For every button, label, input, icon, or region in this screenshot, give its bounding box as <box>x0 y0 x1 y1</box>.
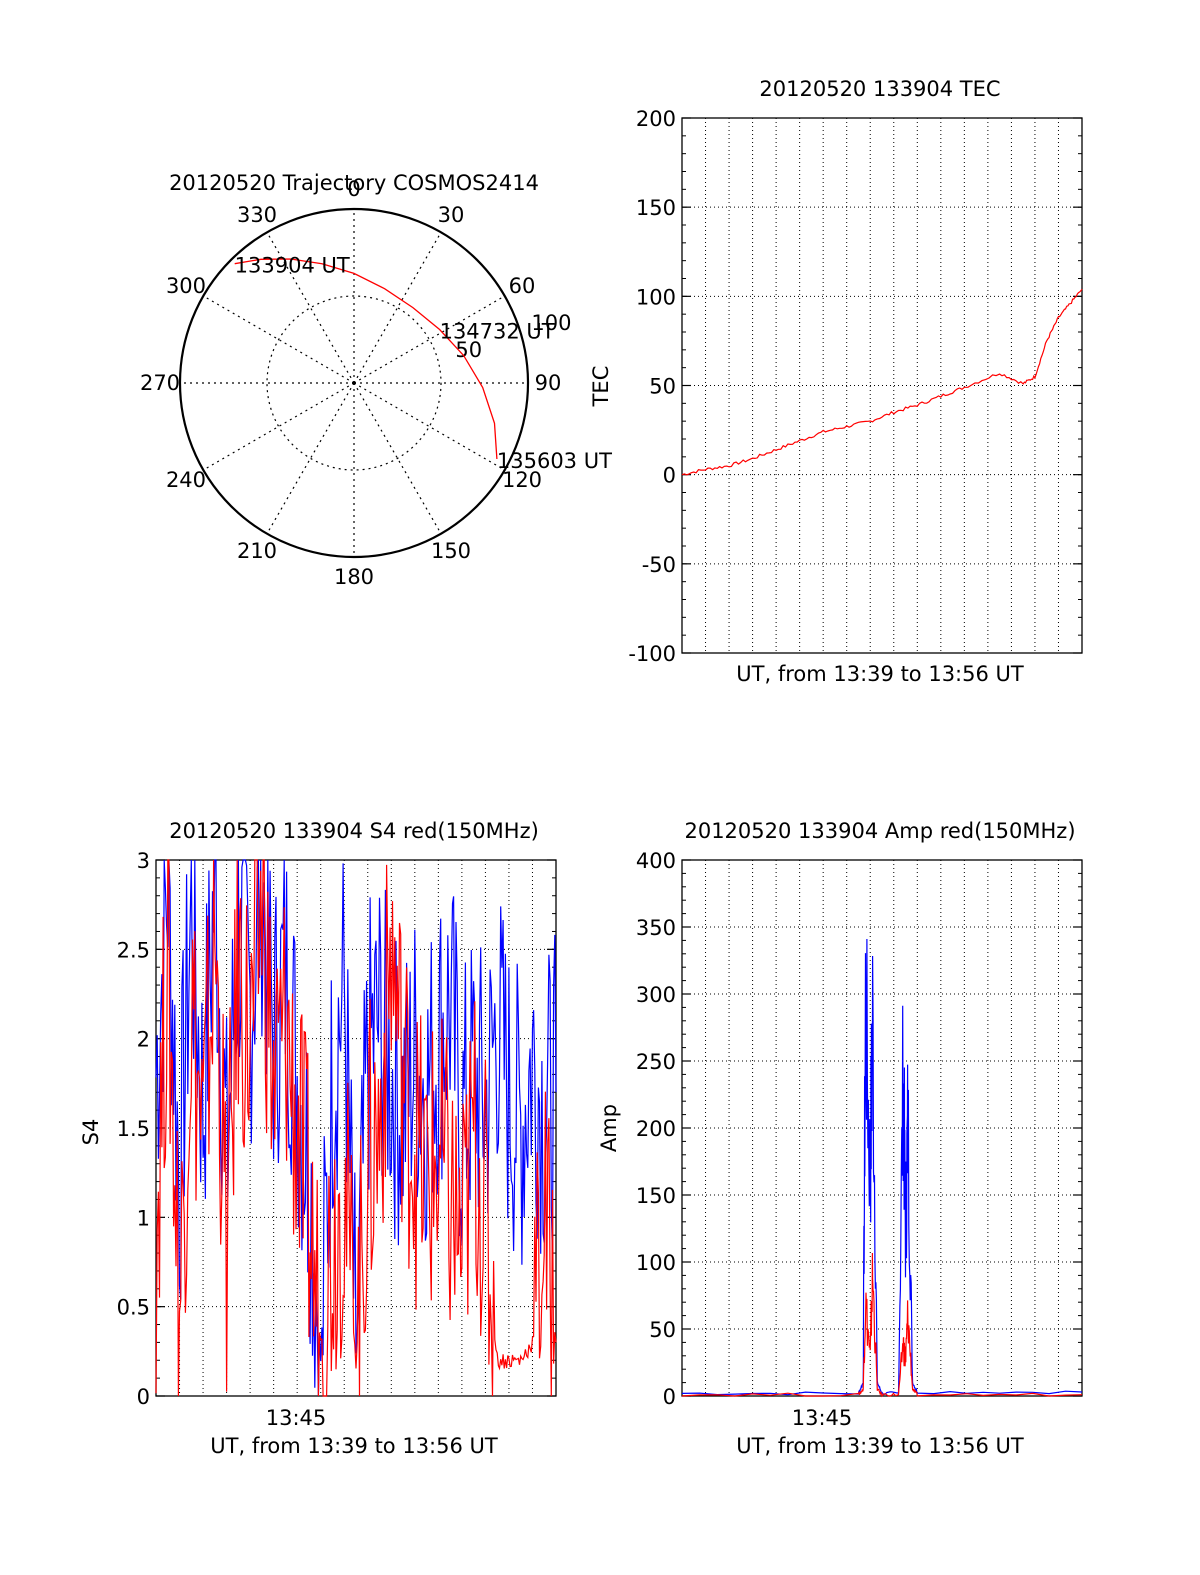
y-tick-label: 100 <box>636 1251 676 1275</box>
polar-trajectory <box>234 258 498 460</box>
polar-azimuth-label: 90 <box>535 371 562 395</box>
amp-xlabel: UT, from 13:39 to 13:56 UT <box>736 1434 1024 1458</box>
y-tick-label: 2.5 <box>117 938 150 962</box>
y-tick-label: 100 <box>636 285 676 309</box>
polar-outer-circle <box>178 207 530 559</box>
y-tick-label: 400 <box>636 849 676 873</box>
y-tick-label: -50 <box>642 553 676 577</box>
y-tick-label: 50 <box>649 375 676 399</box>
polar-azimuth-label: 330 <box>237 203 277 227</box>
y-tick-label: 0 <box>137 1385 150 1409</box>
series-line <box>681 1252 1083 1398</box>
polar-time-annotation: 133904 UT <box>235 254 350 278</box>
s4-xlabel: UT, from 13:39 to 13:56 UT <box>210 1434 498 1458</box>
x-tick-label: 13:45 <box>792 1406 853 1430</box>
polar-azimuth-label: 120 <box>502 468 542 492</box>
polar-azimuth-labels: 0 30 60 90 120 150 180 210 240 270 300 330 50 100 <box>140 177 572 589</box>
polar-azimuth-label: 30 <box>438 203 465 227</box>
y-tick-label: 1 <box>137 1206 150 1230</box>
y-tick-label: 2 <box>137 1028 150 1052</box>
y-tick-label: 350 <box>636 916 676 940</box>
y-tick-label: 0.5 <box>117 1296 150 1320</box>
y-tick-label: 200 <box>636 107 676 131</box>
series-line <box>681 288 1083 476</box>
y-tick-label: 150 <box>636 1184 676 1208</box>
polar-spoke <box>266 382 355 534</box>
y-tick-label: 3 <box>137 849 150 873</box>
polar-azimuth-label: 240 <box>166 468 206 492</box>
tec-ylabel: TEC <box>589 366 613 408</box>
polar-azimuth-label: 150 <box>431 539 471 563</box>
y-tick-label: 0 <box>663 464 676 488</box>
polar-spoke <box>203 382 355 471</box>
amp-y-tick-labels: 400 350 300 250 200 150 100 50 0 <box>636 849 676 1409</box>
polar-azimuth-label: 0 <box>347 177 360 201</box>
amp-x-tick-labels: 13:45 <box>792 1406 853 1430</box>
polar-panel: 20120520 Trajectory COSMOS2414 0 30 60 90 12… <box>140 171 612 589</box>
amp-grid <box>682 859 1082 1397</box>
series-line <box>155 859 557 1397</box>
polar-spoke <box>353 295 505 384</box>
y-tick-label: 300 <box>636 983 676 1007</box>
amp-series <box>681 938 1083 1398</box>
polar-time-annotation: 134732 UT <box>440 320 555 344</box>
y-tick-label: 200 <box>636 1117 676 1141</box>
s4-x-tick-labels: 13:45 <box>266 1406 327 1430</box>
polar-azimuth-label: 270 <box>140 371 180 395</box>
s4-title: 20120520 133904 S4 red(150MHz) <box>169 819 539 843</box>
y-tick-label: -100 <box>628 642 676 666</box>
polar-time-annotation: 135603 UT <box>497 449 612 473</box>
y-tick-label: 50 <box>649 1318 676 1342</box>
polar-spoke <box>353 232 442 384</box>
polar-azimuth-label: 210 <box>237 539 277 563</box>
y-tick-label: 150 <box>636 196 676 220</box>
tec-series <box>681 288 1083 476</box>
x-tick-label: 13:45 <box>266 1406 327 1430</box>
amp-ylabel: Amp <box>597 1104 621 1152</box>
s4-y-tick-labels: 3 2.5 2 1.5 1 0.5 0 <box>117 849 150 1409</box>
y-tick-label: 250 <box>636 1050 676 1074</box>
polar-grid <box>178 207 530 559</box>
polar-radial-label: 50 <box>455 338 482 362</box>
amp-title: 20120520 133904 Amp red(150MHz) <box>684 819 1075 843</box>
series-line <box>681 938 1083 1396</box>
polar-spoke <box>203 295 355 384</box>
polar-azimuth-label: 300 <box>166 274 206 298</box>
polar-title: 20120520 Trajectory COSMOS2414 <box>169 171 539 195</box>
y-tick-label: 1.5 <box>117 1117 150 1141</box>
polar-azimuth-label: 180 <box>334 565 374 589</box>
tec-grid <box>682 117 1082 654</box>
polar-inner-circle <box>266 295 442 471</box>
polar-spoke <box>353 382 442 534</box>
polar-spoke <box>266 232 355 384</box>
polar-trajectory-line <box>234 258 498 460</box>
polar-azimuth-label: 60 <box>509 274 536 298</box>
polar-radial-label: 100 <box>531 311 571 335</box>
y-tick-label: 0 <box>663 1385 676 1409</box>
tec-title: 20120520 133904 TEC <box>759 77 1000 101</box>
tec-y-tick-labels: 200 150 100 50 0 -50 -100 <box>628 107 676 666</box>
s4-series <box>155 859 557 1397</box>
polar-annotations: 133904 UT 134732 UT 135603 UT <box>235 254 612 473</box>
amp-panel: 20120520 133904 Amp red(150MHz) 400 350 30… <box>597 819 1083 1458</box>
s4-ylabel: S4 <box>79 1119 103 1146</box>
tec-xlabel: UT, from 13:39 to 13:56 UT <box>736 662 1024 686</box>
polar-spoke <box>353 382 505 471</box>
s4-panel: 20120520 133904 S4 red(150MHz) 3 2.5 2 1.5 1… <box>79 819 557 1458</box>
tec-panel: 20120520 133904 TEC 200150100500-50-100 … <box>589 77 1083 686</box>
